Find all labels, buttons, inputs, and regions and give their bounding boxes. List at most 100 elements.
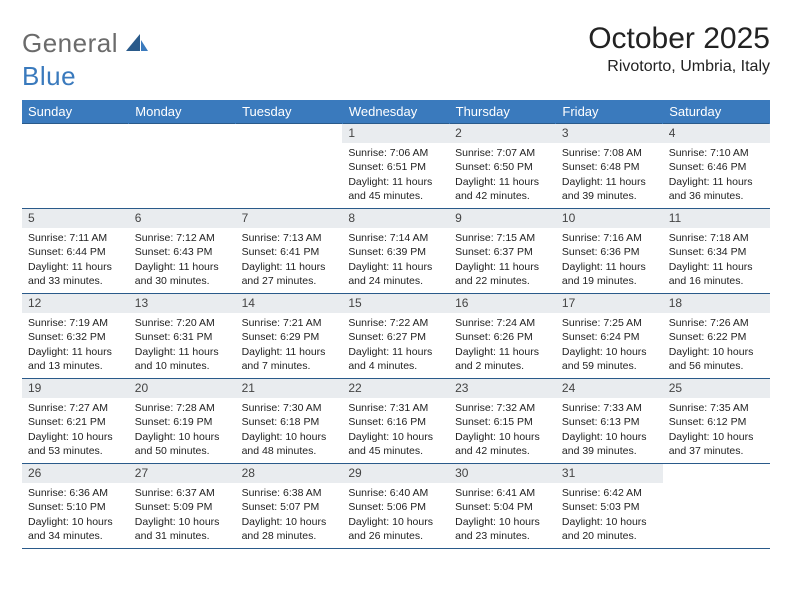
daylight-line1: Daylight: 11 hours xyxy=(242,345,337,359)
calendar-cell: 12Sunrise: 7:19 AMSunset: 6:32 PMDayligh… xyxy=(22,293,129,378)
day-content: Sunrise: 7:14 AMSunset: 6:39 PMDaylight:… xyxy=(342,228,449,292)
sunset-line: Sunset: 6:37 PM xyxy=(455,245,550,259)
daylight-line2: and 19 minutes. xyxy=(562,274,657,288)
day-content: Sunrise: 6:41 AMSunset: 5:04 PMDaylight:… xyxy=(449,483,556,547)
logo: General Blue xyxy=(22,22,148,92)
column-header: Monday xyxy=(129,100,236,124)
day-number xyxy=(663,464,770,484)
calendar-cell xyxy=(663,463,770,548)
daylight-line1: Daylight: 10 hours xyxy=(242,430,337,444)
sunset-line: Sunset: 6:44 PM xyxy=(28,245,123,259)
day-number: 18 xyxy=(663,294,770,314)
calendar-cell: 28Sunrise: 6:38 AMSunset: 5:07 PMDayligh… xyxy=(236,463,343,548)
day-number xyxy=(236,124,343,144)
calendar-cell: 25Sunrise: 7:35 AMSunset: 6:12 PMDayligh… xyxy=(663,378,770,463)
sunrise-line: Sunrise: 7:28 AM xyxy=(135,401,230,415)
calendar-cell: 5Sunrise: 7:11 AMSunset: 6:44 PMDaylight… xyxy=(22,208,129,293)
day-content: Sunrise: 7:31 AMSunset: 6:16 PMDaylight:… xyxy=(342,398,449,462)
calendar-cell: 19Sunrise: 7:27 AMSunset: 6:21 PMDayligh… xyxy=(22,378,129,463)
day-content: Sunrise: 6:40 AMSunset: 5:06 PMDaylight:… xyxy=(342,483,449,547)
daylight-line2: and 23 minutes. xyxy=(455,529,550,543)
day-number: 26 xyxy=(22,464,129,484)
day-number: 19 xyxy=(22,379,129,399)
daylight-line2: and 30 minutes. xyxy=(135,274,230,288)
day-number: 6 xyxy=(129,209,236,229)
day-number: 24 xyxy=(556,379,663,399)
sunset-line: Sunset: 6:51 PM xyxy=(348,160,443,174)
calendar-cell: 13Sunrise: 7:20 AMSunset: 6:31 PMDayligh… xyxy=(129,293,236,378)
sunset-line: Sunset: 6:15 PM xyxy=(455,415,550,429)
daylight-line1: Daylight: 11 hours xyxy=(242,260,337,274)
calendar-cell: 26Sunrise: 6:36 AMSunset: 5:10 PMDayligh… xyxy=(22,463,129,548)
daylight-line1: Daylight: 10 hours xyxy=(562,430,657,444)
daylight-line1: Daylight: 11 hours xyxy=(455,345,550,359)
calendar-cell: 14Sunrise: 7:21 AMSunset: 6:29 PMDayligh… xyxy=(236,293,343,378)
sunrise-line: Sunrise: 6:38 AM xyxy=(242,486,337,500)
day-content: Sunrise: 6:36 AMSunset: 5:10 PMDaylight:… xyxy=(22,483,129,547)
sunrise-line: Sunrise: 7:25 AM xyxy=(562,316,657,330)
sunset-line: Sunset: 5:09 PM xyxy=(135,500,230,514)
daylight-line2: and 45 minutes. xyxy=(348,444,443,458)
day-number: 10 xyxy=(556,209,663,229)
column-header: Wednesday xyxy=(342,100,449,124)
day-content: Sunrise: 7:11 AMSunset: 6:44 PMDaylight:… xyxy=(22,228,129,292)
calendar-cell xyxy=(236,123,343,208)
day-content: Sunrise: 7:12 AMSunset: 6:43 PMDaylight:… xyxy=(129,228,236,292)
calendar-cell: 8Sunrise: 7:14 AMSunset: 6:39 PMDaylight… xyxy=(342,208,449,293)
calendar-cell: 23Sunrise: 7:32 AMSunset: 6:15 PMDayligh… xyxy=(449,378,556,463)
daylight-line2: and 33 minutes. xyxy=(28,274,123,288)
sunset-line: Sunset: 6:24 PM xyxy=(562,330,657,344)
page: General Blue October 2025 Rivotorto, Umb… xyxy=(0,0,792,549)
sunset-line: Sunset: 6:36 PM xyxy=(562,245,657,259)
logo-general: General xyxy=(22,28,118,58)
daylight-line2: and 4 minutes. xyxy=(348,359,443,373)
column-header: Friday xyxy=(556,100,663,124)
column-header: Thursday xyxy=(449,100,556,124)
sunrise-line: Sunrise: 7:08 AM xyxy=(562,146,657,160)
sunset-line: Sunset: 6:12 PM xyxy=(669,415,764,429)
calendar-table: SundayMondayTuesdayWednesdayThursdayFrid… xyxy=(22,100,770,549)
calendar-cell: 7Sunrise: 7:13 AMSunset: 6:41 PMDaylight… xyxy=(236,208,343,293)
daylight-line2: and 50 minutes. xyxy=(135,444,230,458)
daylight-line2: and 42 minutes. xyxy=(455,444,550,458)
sunrise-line: Sunrise: 7:21 AM xyxy=(242,316,337,330)
sunset-line: Sunset: 6:39 PM xyxy=(348,245,443,259)
sunset-line: Sunset: 6:41 PM xyxy=(242,245,337,259)
calendar-week: 26Sunrise: 6:36 AMSunset: 5:10 PMDayligh… xyxy=(22,463,770,548)
daylight-line1: Daylight: 10 hours xyxy=(135,430,230,444)
calendar-body: 1Sunrise: 7:06 AMSunset: 6:51 PMDaylight… xyxy=(22,123,770,548)
column-header: Sunday xyxy=(22,100,129,124)
day-number: 11 xyxy=(663,209,770,229)
daylight-line2: and 59 minutes. xyxy=(562,359,657,373)
daylight-line1: Daylight: 10 hours xyxy=(455,515,550,529)
sunset-line: Sunset: 6:43 PM xyxy=(135,245,230,259)
sunset-line: Sunset: 6:46 PM xyxy=(669,160,764,174)
day-number: 12 xyxy=(22,294,129,314)
daylight-line1: Daylight: 11 hours xyxy=(669,260,764,274)
daylight-line1: Daylight: 11 hours xyxy=(135,345,230,359)
sunrise-line: Sunrise: 7:07 AM xyxy=(455,146,550,160)
calendar-cell: 10Sunrise: 7:16 AMSunset: 6:36 PMDayligh… xyxy=(556,208,663,293)
day-number: 15 xyxy=(342,294,449,314)
daylight-line2: and 34 minutes. xyxy=(28,529,123,543)
sunrise-line: Sunrise: 7:06 AM xyxy=(348,146,443,160)
day-number: 3 xyxy=(556,124,663,144)
day-number xyxy=(129,124,236,144)
calendar-cell: 30Sunrise: 6:41 AMSunset: 5:04 PMDayligh… xyxy=(449,463,556,548)
sunset-line: Sunset: 6:16 PM xyxy=(348,415,443,429)
sunset-line: Sunset: 5:10 PM xyxy=(28,500,123,514)
sunset-line: Sunset: 6:48 PM xyxy=(562,160,657,174)
sunrise-line: Sunrise: 6:36 AM xyxy=(28,486,123,500)
calendar-week: 19Sunrise: 7:27 AMSunset: 6:21 PMDayligh… xyxy=(22,378,770,463)
sunrise-line: Sunrise: 7:32 AM xyxy=(455,401,550,415)
sunrise-line: Sunrise: 7:20 AM xyxy=(135,316,230,330)
sunrise-line: Sunrise: 6:37 AM xyxy=(135,486,230,500)
sunset-line: Sunset: 5:04 PM xyxy=(455,500,550,514)
daylight-line1: Daylight: 10 hours xyxy=(348,430,443,444)
daylight-line2: and 16 minutes. xyxy=(669,274,764,288)
day-number xyxy=(22,124,129,144)
sunset-line: Sunset: 6:32 PM xyxy=(28,330,123,344)
sunset-line: Sunset: 6:34 PM xyxy=(669,245,764,259)
daylight-line2: and 36 minutes. xyxy=(669,189,764,203)
calendar-week: 1Sunrise: 7:06 AMSunset: 6:51 PMDaylight… xyxy=(22,123,770,208)
